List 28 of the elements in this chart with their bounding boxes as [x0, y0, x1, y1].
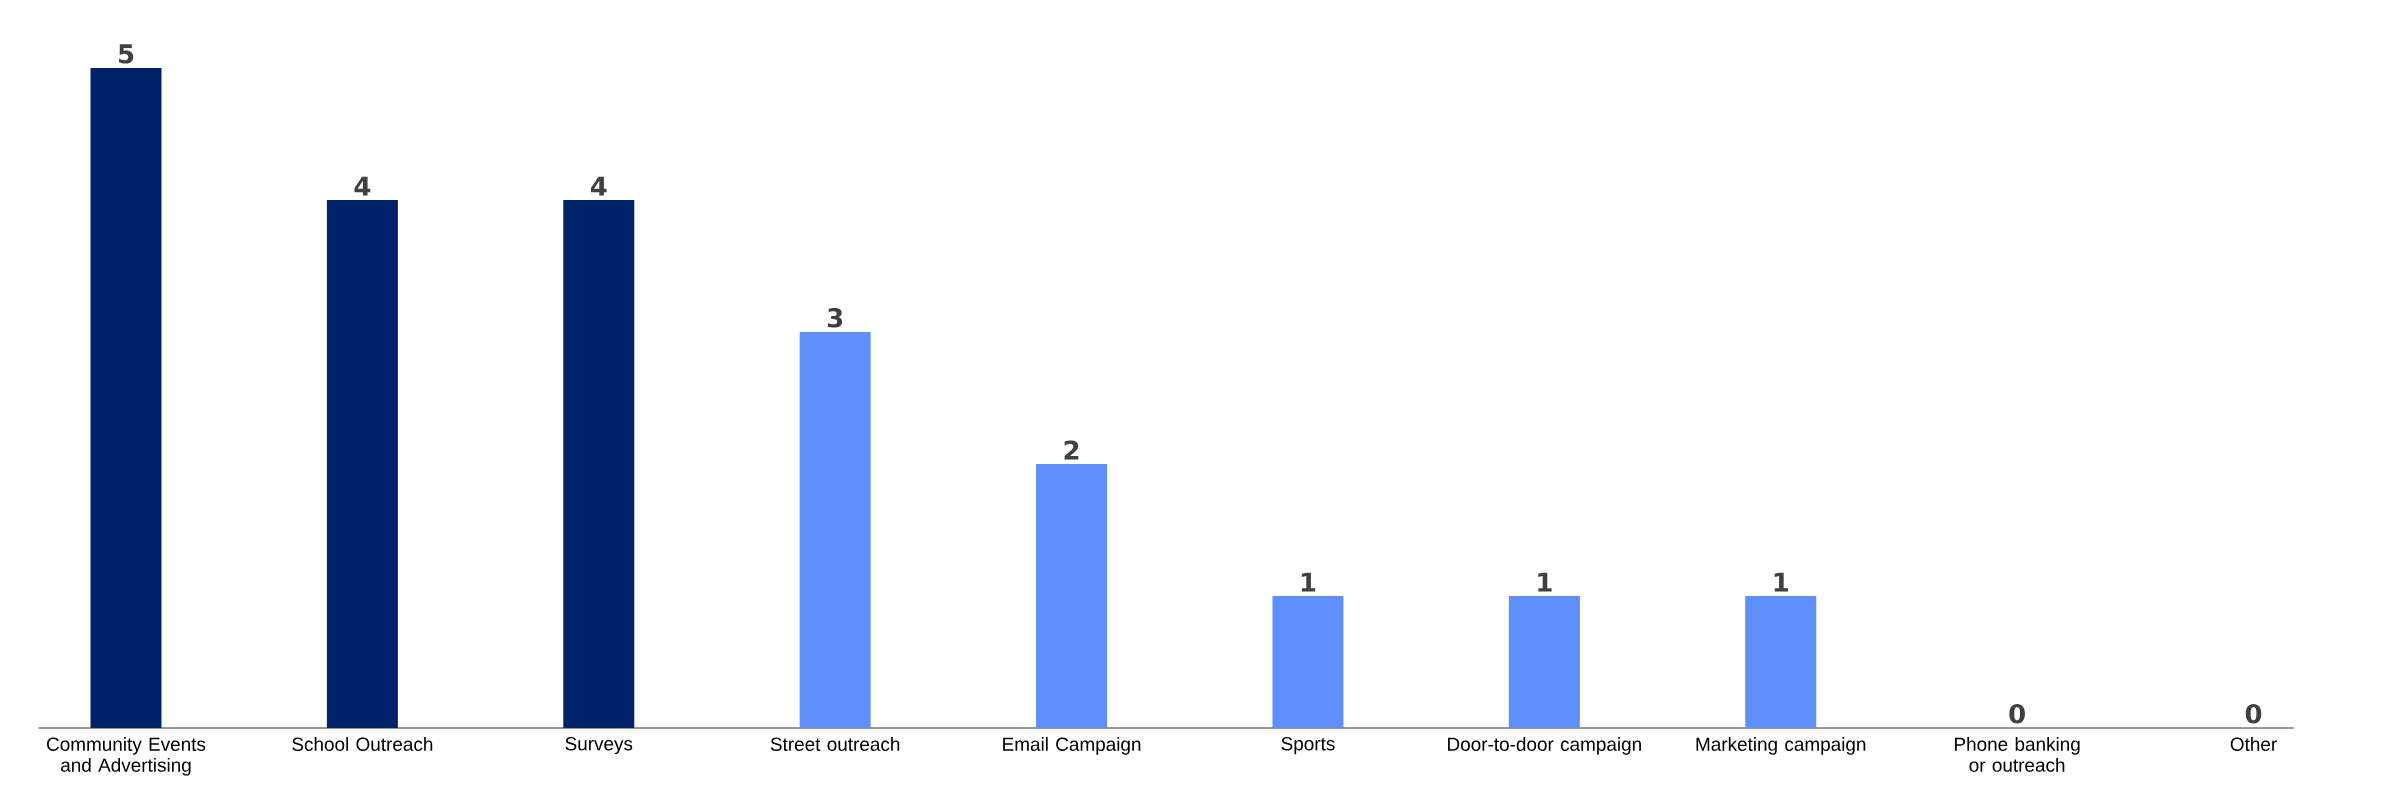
x-tick-label: Email Campaign	[1003, 737, 1141, 755]
data-label: 3	[827, 308, 843, 328]
data-label: 2	[1064, 440, 1079, 460]
data-label: 1	[1774, 572, 1788, 592]
bar	[1745, 596, 1817, 728]
data-label: 4	[590, 176, 607, 196]
x-tick-label: Surveys	[565, 737, 633, 755]
x-tick-label: Marketing campaign	[1696, 737, 1866, 755]
data-label: 0	[2009, 704, 2025, 724]
bar	[90, 68, 162, 728]
x-tick-label: Street outreach	[770, 737, 900, 751]
data-label: 4	[354, 176, 371, 196]
data-label: 1	[1301, 572, 1316, 592]
x-tick-label: Other	[2230, 737, 2277, 751]
bar	[1272, 596, 1344, 728]
bar	[1508, 596, 1580, 728]
bar	[326, 200, 398, 728]
x-tick-label: Phone banking or outreach	[1955, 737, 2080, 772]
x-tick-label: Door-to-door campaign	[1448, 737, 1641, 755]
x-tick-label: Sports	[1281, 737, 1335, 755]
data-label: 5	[118, 44, 134, 64]
x-tick-label: Community Events and Advertising	[47, 737, 206, 776]
data-label: 1	[1538, 572, 1552, 592]
x-tick-label: School Outreach	[292, 737, 433, 751]
bar	[799, 332, 871, 728]
bar	[1036, 464, 1108, 728]
bar	[563, 200, 635, 728]
data-label: 0	[2245, 704, 2262, 724]
